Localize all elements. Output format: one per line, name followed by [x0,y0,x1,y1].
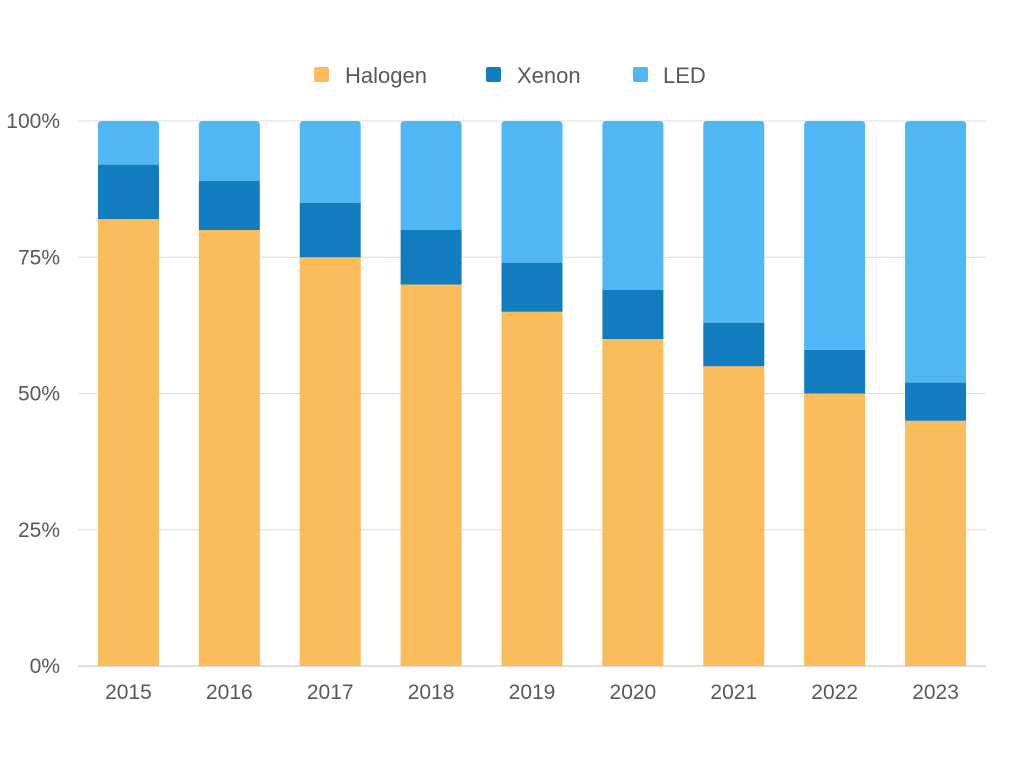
bar-segment-halogen-2015 [97,219,159,666]
y-tick-label: 100% [6,110,60,133]
x-tick-label: 2020 [610,681,657,704]
bar-segment-led-2022 [804,121,866,350]
bar-segment-led-2018 [400,121,462,230]
y-tick-label: 75% [18,246,60,269]
bar-segment-led-2020 [602,121,664,290]
x-axis-tick-labels: 2015 2016 2017 2018 2019 2020 2021 2022 2023 [105,681,959,704]
bar-segment-halogen-2019 [501,311,563,666]
bar-segment-halogen-2020 [602,339,664,666]
x-tick-label: 2019 [509,681,556,704]
legend: Halogen Xenon LED [314,63,706,88]
bar-segment-halogen-2018 [400,284,462,666]
bar-segment-led-2023 [905,121,967,383]
bar-segment-halogen-2023 [905,420,967,666]
bar-segment-xenon-2015 [97,164,159,220]
bar-segment-led-2019 [501,121,563,263]
y-tick-label: 0% [30,655,60,678]
bar-segment-led-2015 [97,121,159,165]
legend-swatch-xenon [486,67,501,82]
bar-segment-halogen-2017 [299,257,361,666]
bar-segment-led-2016 [198,121,260,181]
x-tick-label: 2017 [307,681,354,704]
bar-segment-xenon-2019 [501,262,563,312]
x-tick-label: 2022 [811,681,858,704]
legend-swatch-led [633,67,648,82]
y-tick-label: 50% [18,383,60,406]
bar-segment-led-2017 [299,121,361,203]
bars [97,121,967,666]
bar-segment-xenon-2016 [198,180,260,230]
legend-label-led: LED [663,63,706,88]
y-tick-label: 25% [18,519,60,542]
legend-swatch-halogen [314,67,329,82]
bar-segment-halogen-2021 [703,366,765,666]
bar-segment-xenon-2018 [400,230,462,285]
legend-label-xenon: Xenon [517,63,581,88]
x-tick-label: 2021 [710,681,757,704]
bar-segment-led-2021 [703,121,765,323]
bar-segment-xenon-2021 [703,322,765,367]
x-tick-label: 2023 [912,681,959,704]
bar-segment-xenon-2023 [905,382,967,421]
bar-segment-halogen-2016 [198,230,260,666]
y-axis-tick-labels: 0% 25% 50% 75% 100% [6,110,60,678]
bar-segment-xenon-2017 [299,202,361,258]
x-tick-label: 2015 [105,681,152,704]
legend-label-halogen: Halogen [345,63,427,88]
bar-segment-halogen-2022 [804,393,866,666]
x-tick-label: 2018 [408,681,455,704]
bar-segment-xenon-2020 [602,289,664,339]
x-tick-label: 2016 [206,681,253,704]
bar-segment-xenon-2022 [804,349,866,394]
